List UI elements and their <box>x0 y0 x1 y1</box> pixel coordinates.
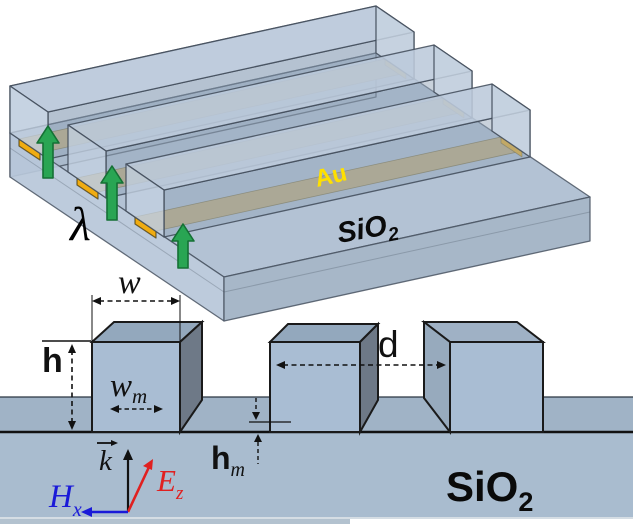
ridge-middle <box>267 321 381 436</box>
wm-arrowhead-right <box>154 405 163 413</box>
ridge-middle-front-face <box>269 341 361 433</box>
h-arrowhead <box>81 507 92 517</box>
bar-3-end-face <box>125 163 165 238</box>
incident-light-arrow-2 <box>100 165 124 221</box>
sio2-sub: 2 <box>518 487 533 517</box>
h-arrowhead-bottom <box>68 421 76 430</box>
dimension-d <box>276 361 446 369</box>
substrate-bottom-highlight <box>0 517 633 519</box>
hm-dim-label: hm <box>211 440 245 481</box>
sio2-3d-sub: 2 <box>386 224 401 247</box>
h-dim-label: h <box>42 342 63 380</box>
e-arrow-shaft <box>126 466 151 513</box>
w-arrowhead-right <box>171 297 180 305</box>
wm-dim-label: wm <box>110 368 147 408</box>
lambda-label: λ <box>68 198 91 251</box>
ridge-left-front-face <box>91 341 181 433</box>
sio2-label: SiO2 <box>446 463 533 517</box>
bar-3-far-end-face <box>491 83 531 158</box>
h-field-label: Hx <box>48 479 82 521</box>
e-arrowhead <box>143 459 153 470</box>
cross-section-view: w h wm d hm <box>0 264 633 524</box>
e-main: E <box>156 463 176 498</box>
wm-main: w <box>110 368 132 404</box>
h-main: H <box>48 479 75 515</box>
hm-sub: m <box>231 459 245 481</box>
bar-2-end-face <box>67 124 107 199</box>
w-arrowhead-left <box>92 297 101 305</box>
incident-light-arrows <box>36 125 195 269</box>
h-field-arrow: Hx <box>48 479 128 521</box>
dimension-hm <box>249 398 291 464</box>
dimension-w <box>91 295 181 341</box>
grating-3d-view: λ Au SiO2 <box>9 5 591 322</box>
wm-arrowhead-left <box>110 405 119 413</box>
substrate-front-face <box>0 432 633 517</box>
k-arrowhead <box>123 449 133 460</box>
ridge-right-front-face <box>449 341 544 433</box>
ridge-left <box>89 319 205 436</box>
d-dim-label: d <box>378 324 399 365</box>
h-sub: x <box>72 499 82 521</box>
hm-main: h <box>211 440 231 476</box>
dimension-wm <box>110 405 163 413</box>
sio2-text: SiO <box>446 463 518 510</box>
e-field-label: Ez <box>156 463 184 504</box>
dimension-h <box>42 340 91 430</box>
ridge-right <box>421 319 546 435</box>
substrate-bottom-strip <box>0 519 350 524</box>
wavevector-k-arrow: k <box>97 440 133 512</box>
e-sub: z <box>175 483 184 504</box>
hm-arrowhead-down <box>252 412 260 420</box>
e-field-arrow: Ez <box>126 459 184 513</box>
slab-right-face <box>223 196 591 322</box>
d-arrowhead-right <box>437 361 446 369</box>
h-arrowhead-top <box>68 344 76 353</box>
k-overbar-head <box>111 440 118 446</box>
hm-arrowhead-up <box>254 434 262 442</box>
d-arrowhead-left <box>276 361 285 369</box>
slab-inner-edge-2 <box>223 211 591 293</box>
incident-light-arrow-1 <box>36 125 60 179</box>
w-dim-label: w <box>118 264 141 301</box>
grating-bar-3 <box>125 83 531 238</box>
k-label: k <box>99 445 113 477</box>
wm-sub: m <box>132 384 147 408</box>
incident-light-arrow-3 <box>171 223 195 269</box>
